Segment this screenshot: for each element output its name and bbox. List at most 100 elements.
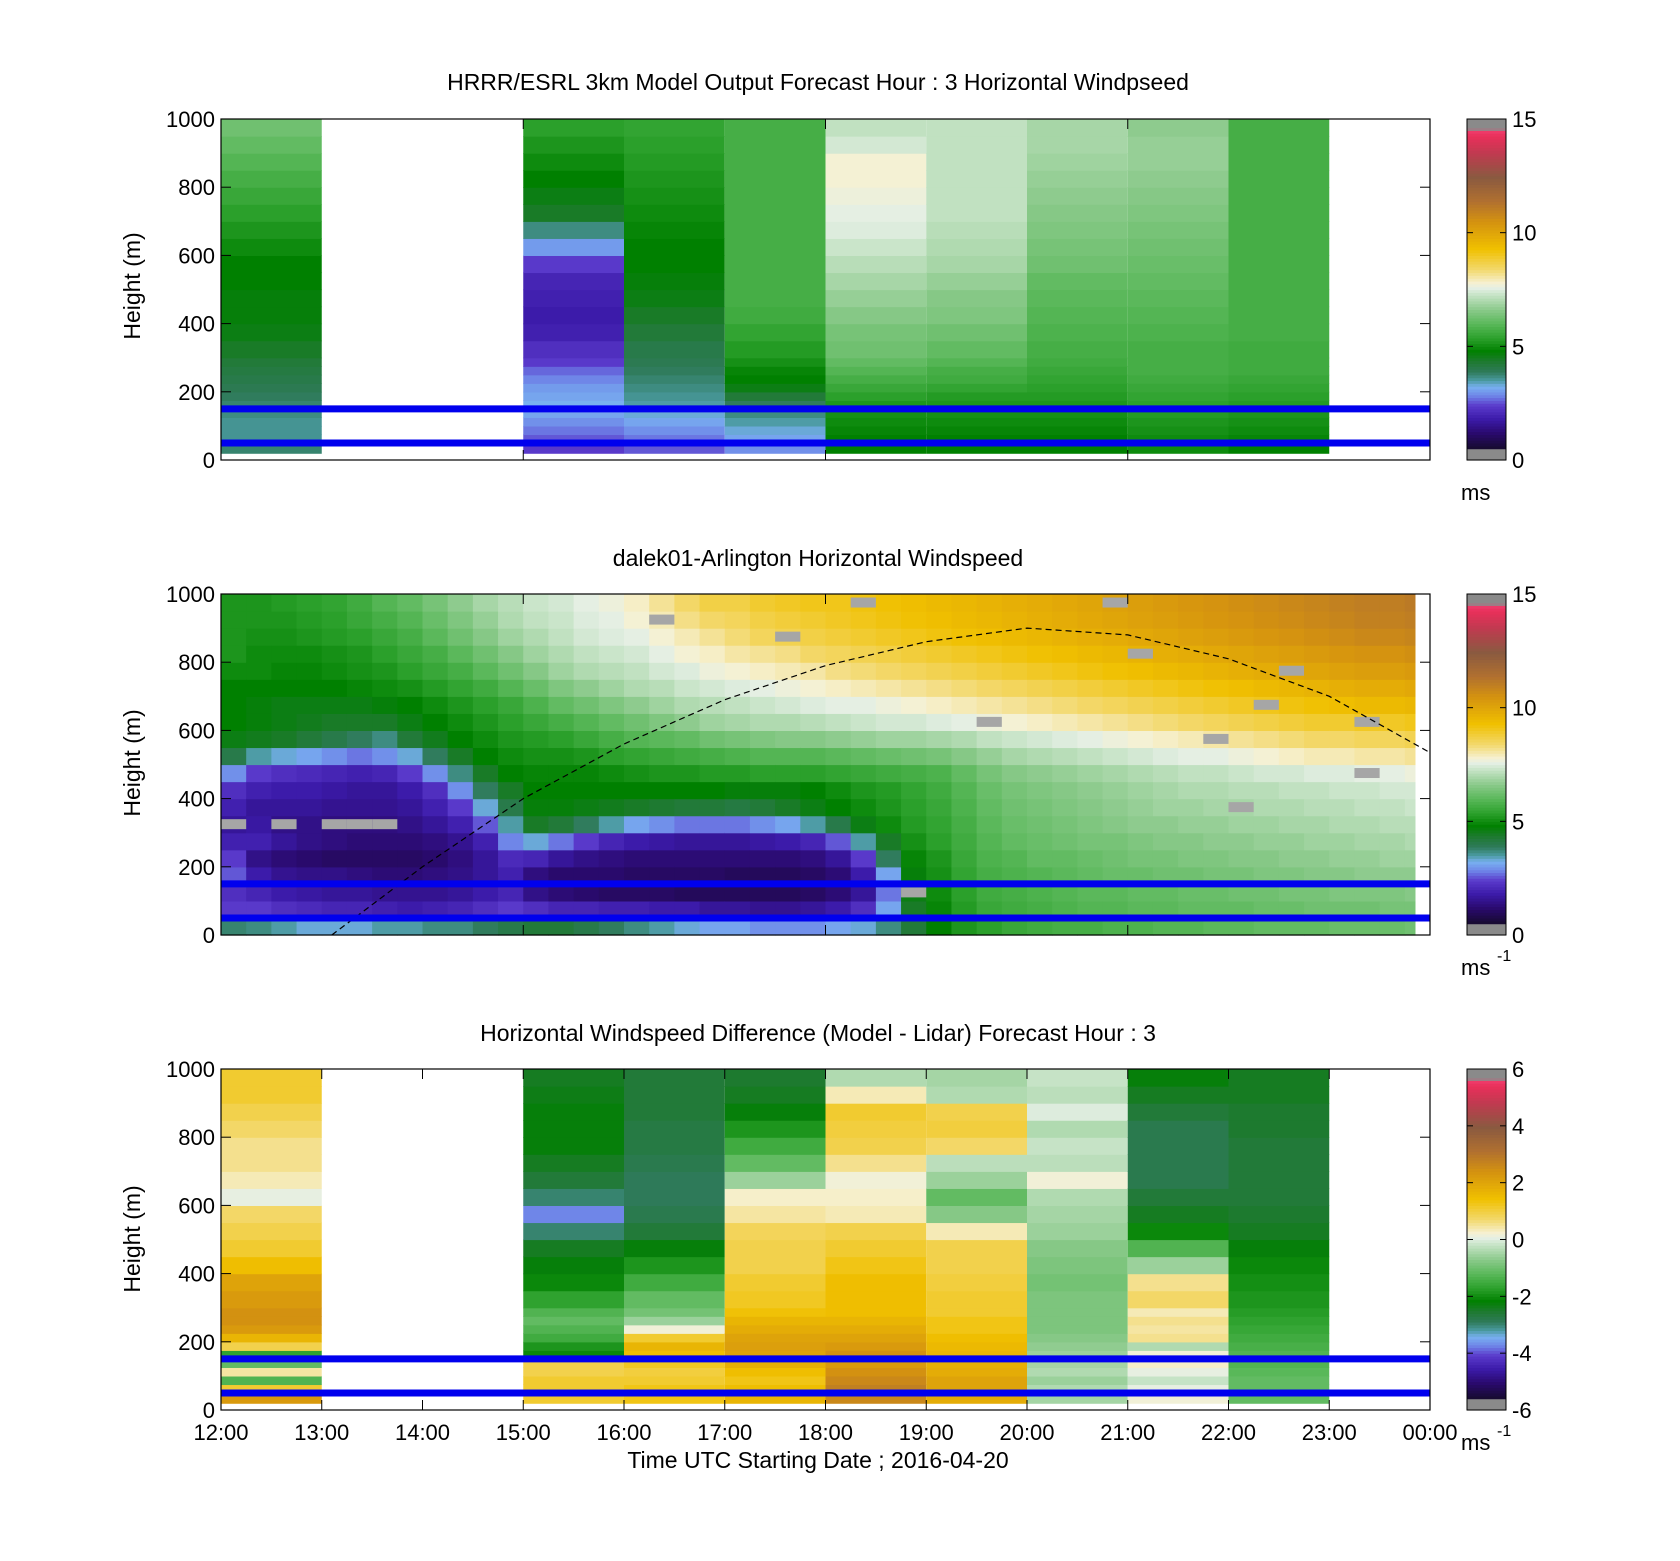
heatmap-cell-c4-r0 xyxy=(321,917,348,936)
heatmap-cell-c2-r7 xyxy=(271,798,298,817)
heatmap-cell-c46-r16 xyxy=(1379,645,1406,663)
colorbar-segment-114 xyxy=(1467,133,1506,137)
heatmap-cell-c40-r12 xyxy=(1228,713,1255,731)
heatmap-cell-c1-r6 xyxy=(246,815,272,834)
y-tick-label-0: 0 xyxy=(203,448,215,473)
heatmap-cell-c35-r3 xyxy=(1102,866,1129,885)
heatmap-cell-c5-r8 xyxy=(926,1324,1027,1334)
heatmap-cell-c7-r0 xyxy=(1127,1392,1229,1404)
heatmap-cell-c1-r7 xyxy=(246,798,272,817)
heatmap-cell-c1-r4 xyxy=(523,1358,624,1368)
heatmap-cell-c21-r11 xyxy=(749,730,776,749)
colorbar-segment-3 xyxy=(1467,923,1506,928)
heatmap-cell-c35-r4 xyxy=(1102,849,1129,868)
heatmap-cell-c0-r4 xyxy=(221,408,322,418)
heatmap-cell-c5-r22 xyxy=(926,1103,1027,1121)
heatmap-cell-c20-r16 xyxy=(724,645,751,663)
heatmap-cell-c6-r8 xyxy=(1027,374,1128,384)
heatmap-cell-c44-r9 xyxy=(1329,764,1356,783)
heatmap-cell-c47-r3 xyxy=(1404,866,1416,885)
heatmap-cell-c12-r3 xyxy=(523,866,550,885)
colorbar-segment-32 xyxy=(1467,841,1506,845)
heatmap-cell-c21-r7 xyxy=(749,798,776,817)
colorbar-segment-27 xyxy=(1467,855,1506,859)
colorbar-segment-108 xyxy=(1467,150,1506,154)
heatmap-cell-c14-r10 xyxy=(573,747,600,766)
heatmap-cell-c23-r12 xyxy=(800,713,827,731)
heatmap-cell-c39-r0 xyxy=(1203,917,1230,936)
colorbar-segment-10 xyxy=(1467,903,1506,908)
heatmap-cell-c11-r17 xyxy=(498,628,524,646)
heatmap-cell-c24-r15 xyxy=(825,662,852,680)
heatmap-cell-c16-r18 xyxy=(624,611,650,629)
heatmap-cell-c26-r7 xyxy=(875,798,902,817)
heatmap-cell-c7-r13 xyxy=(1127,1256,1229,1275)
heatmap-cell-c36-r0 xyxy=(1127,917,1154,936)
colorbar-segment-113 xyxy=(1467,136,1506,140)
heatmap-cell-c36-r15 xyxy=(1127,662,1154,680)
heatmap-cell-c3-r22 xyxy=(724,153,826,171)
heatmap-cell-c22-r11 xyxy=(775,730,801,749)
heatmap-cell-c32-r6 xyxy=(1027,815,1053,834)
heatmap-cell-c17-r1 xyxy=(649,900,675,919)
heatmap-cell-c7-r2 xyxy=(1127,425,1229,436)
colorbar-segment-13 xyxy=(1467,420,1506,424)
colorbar-segment-73 xyxy=(1467,1199,1506,1204)
heatmap-cell-c5-r15 xyxy=(346,662,373,680)
heatmap-cell-c4-r18 xyxy=(321,611,348,629)
heatmap-cell-c15-r12 xyxy=(598,713,625,731)
heatmap-cell-c19-r15 xyxy=(699,662,726,680)
heatmap-cell-c1-r0 xyxy=(246,917,272,936)
heatmap-cell-c40-r8 xyxy=(1228,781,1255,800)
colorbar-segment-75 xyxy=(1467,1194,1506,1198)
heatmap-cell-c17-r17 xyxy=(649,628,675,646)
heatmap-cell-c39-r2 xyxy=(1203,883,1230,902)
colorbar-segment-42 xyxy=(1467,337,1506,342)
heatmap-cell-c1-r20 xyxy=(523,187,624,205)
colorbar-segment-84 xyxy=(1467,218,1506,222)
heatmap-cell-c8-r16 xyxy=(422,645,449,663)
heatmap-cell-c0-r24 xyxy=(221,119,322,137)
heatmap-cell-c4-r8 xyxy=(825,1324,927,1334)
heatmap-cell-c1-r7 xyxy=(523,383,624,393)
heatmap-cell-c30-r6 xyxy=(976,815,1003,834)
heatmap-cell-c1-r23 xyxy=(523,136,624,154)
colorbar-segment-61 xyxy=(1467,758,1506,763)
heatmap-cell-c0-r4 xyxy=(221,849,247,868)
colorbar-segment-35 xyxy=(1467,832,1506,837)
heatmap-cell-c7-r24 xyxy=(1127,119,1229,137)
heatmap-cell-c4-r1 xyxy=(825,434,927,444)
heatmap-cell-c33-r13 xyxy=(1052,696,1078,714)
heatmap-cell-c4-r14 xyxy=(825,289,927,308)
heatmap-cell-c2-r20 xyxy=(624,1137,725,1155)
panel-model: HRRR/ESRL 3km Model Output Forecast Hour… xyxy=(119,69,1536,505)
heatmap-cell-c37-r19 xyxy=(1152,594,1179,612)
heatmap-cell-c15-r19 xyxy=(598,594,625,612)
heatmap-cell-c5-r9 xyxy=(926,366,1027,376)
heatmap-cell-c32-r14 xyxy=(1027,679,1053,697)
heatmap-cell-c18-r9 xyxy=(674,764,701,783)
missing-cell-9 xyxy=(1253,699,1279,710)
heatmap-cell-c37-r17 xyxy=(1152,628,1179,646)
heatmap-cell-c0-r18 xyxy=(221,611,247,629)
heatmap-cell-c32-r18 xyxy=(1027,611,1053,629)
heatmap-cell-c34-r8 xyxy=(1077,781,1104,800)
heatmap-cell-c25-r14 xyxy=(850,679,877,697)
heatmap-cell-c37-r18 xyxy=(1152,611,1179,629)
heatmap-cell-c1-r14 xyxy=(523,1239,624,1258)
heatmap-cell-c39-r14 xyxy=(1203,679,1230,697)
heatmap-cell-c1-r17 xyxy=(246,628,272,646)
heatmap-cell-c8-r8 xyxy=(422,781,449,800)
colorbar-segment-12 xyxy=(1467,423,1506,427)
heatmap-cell-c1-r12 xyxy=(523,1273,624,1292)
heatmap-cell-c14-r16 xyxy=(573,645,600,663)
heatmap-cell-c8-r7 xyxy=(1228,1333,1330,1343)
heatmap-cell-c15-r11 xyxy=(598,730,625,749)
heatmap-cell-c0-r6 xyxy=(221,1341,322,1351)
heatmap-cell-c5-r3 xyxy=(346,866,373,885)
colorbar-segment-13 xyxy=(1467,1370,1506,1374)
heatmap-cell-c24-r1 xyxy=(825,900,852,919)
heatmap-cell-c7-r9 xyxy=(1127,1316,1229,1326)
heatmap-cell-c6-r12 xyxy=(1027,1273,1128,1292)
